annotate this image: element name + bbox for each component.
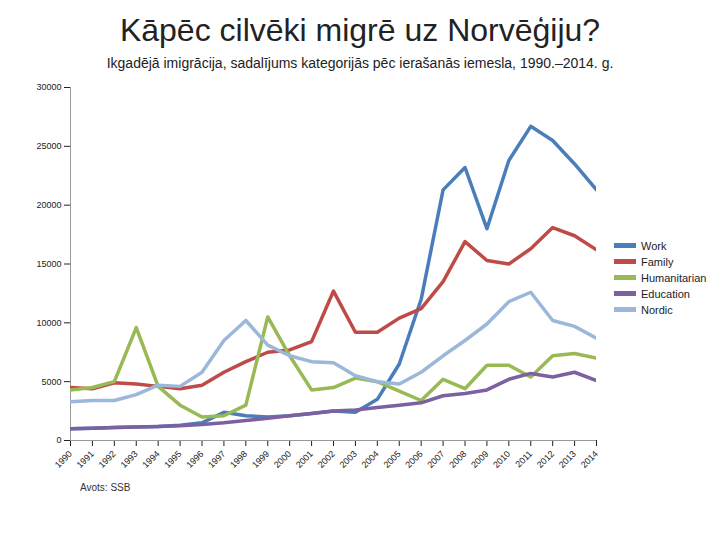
svg-text:2014: 2014 <box>579 449 600 470</box>
svg-text:1999: 1999 <box>250 449 271 470</box>
svg-text:1998: 1998 <box>228 449 249 470</box>
svg-text:2005: 2005 <box>381 449 402 470</box>
svg-text:15000: 15000 <box>36 259 61 269</box>
svg-text:1994: 1994 <box>140 449 161 470</box>
svg-text:1996: 1996 <box>184 449 205 470</box>
svg-text:10000: 10000 <box>36 318 61 328</box>
html-text:Kāpēc cilvēki migrē uz Norvēģi: Kāpēc cilvēki migrē uz Norvēģiju? <box>119 12 601 48</box>
svg-text:2008: 2008 <box>447 449 468 470</box>
html-text:Humanitarian: Humanitarian <box>641 271 707 284</box>
svg-text:2012: 2012 <box>535 449 556 470</box>
svg-text:2002: 2002 <box>316 449 337 470</box>
svg-text:25000: 25000 <box>36 141 61 151</box>
svg-text:1995: 1995 <box>162 449 183 470</box>
svg-text:2000: 2000 <box>272 449 293 470</box>
svg-text:2013: 2013 <box>557 449 578 470</box>
html-text:Nordic: Nordic <box>641 303 673 316</box>
svg-text:20000: 20000 <box>36 200 61 210</box>
html-text:Family: Family <box>641 255 674 268</box>
svg-text:2004: 2004 <box>360 449 381 470</box>
svg-text:1992: 1992 <box>97 449 118 470</box>
svg-text:1997: 1997 <box>206 449 227 470</box>
svg-text:2010: 2010 <box>491 449 512 470</box>
html-text:Education: Education <box>641 287 690 300</box>
svg-text:30000: 30000 <box>36 82 61 92</box>
svg-text:1990: 1990 <box>53 449 74 470</box>
svg-text:2011: 2011 <box>513 449 534 470</box>
svg-text:2003: 2003 <box>338 449 359 470</box>
html-text:Ikgadējā imigrācija, sadalījum: Ikgadējā imigrācija, sadalījums kategori… <box>106 55 614 71</box>
html-text:Avots: SSB: Avots: SSB <box>80 482 131 493</box>
svg-text:2009: 2009 <box>469 449 490 470</box>
svg-text:0: 0 <box>56 435 61 445</box>
svg-text:2001: 2001 <box>294 449 315 470</box>
svg-text:2006: 2006 <box>403 449 424 470</box>
html-text:Work: Work <box>641 239 667 252</box>
svg-text:5000: 5000 <box>41 377 61 387</box>
svg-text:1993: 1993 <box>118 449 139 470</box>
svg-text:2007: 2007 <box>425 449 446 470</box>
svg-text:1991: 1991 <box>75 449 96 470</box>
